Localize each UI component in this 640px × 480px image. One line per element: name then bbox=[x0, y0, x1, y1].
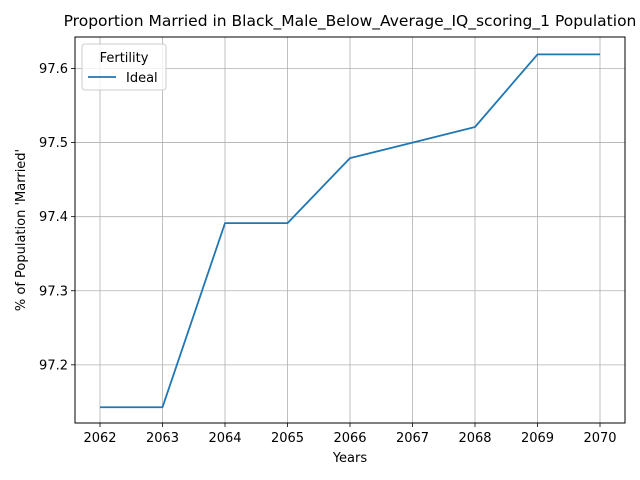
y-axis: 97.2 97.3 97.4 97.5 97.6 bbox=[39, 62, 75, 373]
x-axis: 2062 2063 2064 2065 2066 2067 2068 2069 2070 bbox=[83, 423, 617, 446]
x-tick-label: 2069 bbox=[521, 431, 554, 446]
legend-label: Ideal bbox=[126, 71, 158, 86]
x-tick-label: 2067 bbox=[396, 431, 429, 446]
x-tick-label: 2064 bbox=[208, 431, 241, 446]
legend: Fertility Ideal bbox=[81, 43, 167, 91]
x-tick-label: 2066 bbox=[333, 431, 366, 446]
y-tick-label: 97.3 bbox=[39, 284, 68, 299]
y-tick-label: 97.6 bbox=[39, 62, 68, 77]
y-tick-label: 97.5 bbox=[39, 136, 68, 151]
y-tick-label: 97.4 bbox=[39, 210, 68, 225]
chart-title: Proportion Married in Black_Male_Below_A… bbox=[64, 12, 637, 31]
x-tick-label: 2070 bbox=[583, 431, 616, 446]
x-axis-label: Years bbox=[332, 451, 368, 466]
series-layer bbox=[99, 53, 601, 409]
legend-frame bbox=[81, 43, 167, 91]
legend-title: Fertility bbox=[100, 51, 149, 66]
x-tick-label: 2065 bbox=[271, 431, 304, 446]
x-tick-label: 2062 bbox=[83, 431, 116, 446]
y-axis-label: % of Population 'Married' bbox=[14, 149, 29, 311]
grid-lines bbox=[75, 37, 625, 423]
y-tick-label: 97.2 bbox=[39, 358, 68, 373]
x-tick-label: 2063 bbox=[146, 431, 179, 446]
x-tick-label: 2068 bbox=[458, 431, 491, 446]
